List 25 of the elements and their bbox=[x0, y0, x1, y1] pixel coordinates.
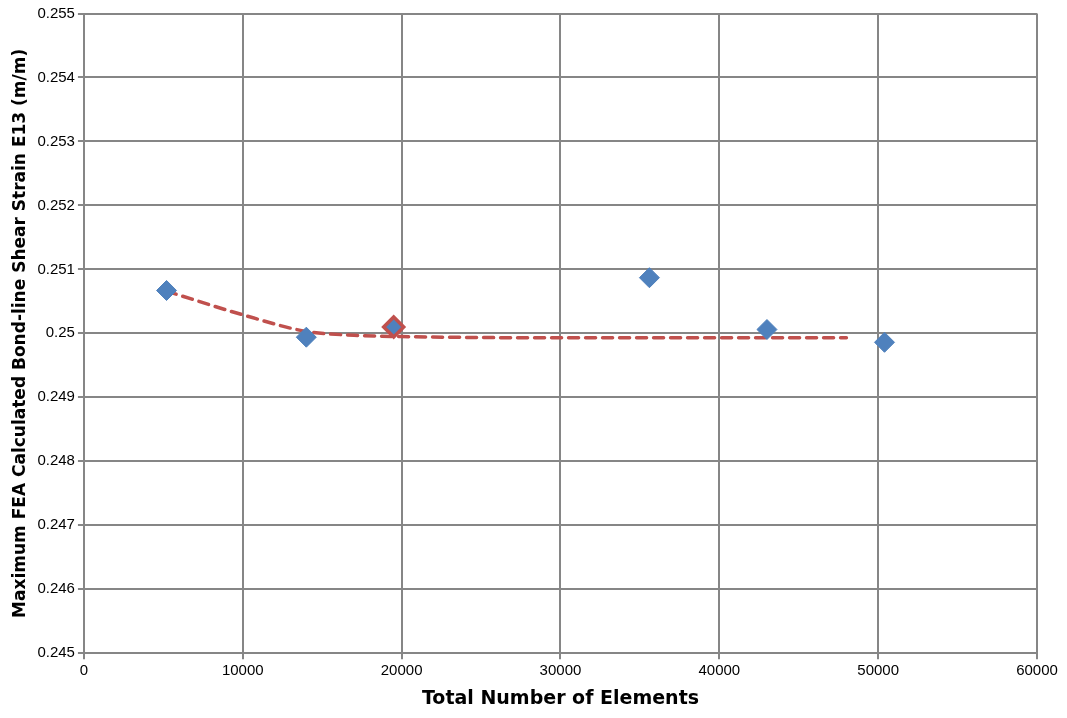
y-tick-label: 0.252 bbox=[37, 195, 75, 213]
x-tick-label: 50000 bbox=[857, 661, 900, 679]
y-tick-label: 0.248 bbox=[37, 451, 75, 469]
y-tick-label: 0.255 bbox=[37, 3, 75, 21]
point bbox=[874, 331, 896, 353]
y-tick-label: 0.25 bbox=[45, 323, 75, 341]
x-tick-label: 0 bbox=[79, 661, 89, 679]
y-tick-label: 0.247 bbox=[37, 515, 75, 533]
y-tick-label: 0.254 bbox=[37, 67, 75, 85]
y-tick-label: 0.253 bbox=[37, 131, 75, 149]
x-tick-label: 30000 bbox=[539, 661, 582, 679]
y-axis-title: Maximum FEA Calculated Bond-line Shear Strain E13 (m/m) bbox=[8, 48, 29, 618]
point bbox=[156, 279, 178, 301]
x-axis-title: Total Number of Elements bbox=[421, 685, 700, 708]
y-tick-label: 0.249 bbox=[37, 387, 75, 405]
x-tick-label: 20000 bbox=[380, 661, 423, 679]
x-tick-label: 60000 bbox=[1016, 661, 1058, 679]
y-tick-label: 0.246 bbox=[37, 579, 75, 597]
x-tick-label: 10000 bbox=[221, 661, 264, 679]
y-tick-label: 0.251 bbox=[37, 259, 75, 277]
point bbox=[756, 319, 778, 341]
point bbox=[638, 267, 660, 289]
y-tick-label: 0.245 bbox=[37, 643, 75, 661]
point bbox=[295, 326, 317, 348]
x-tick-label: 40000 bbox=[698, 661, 741, 679]
